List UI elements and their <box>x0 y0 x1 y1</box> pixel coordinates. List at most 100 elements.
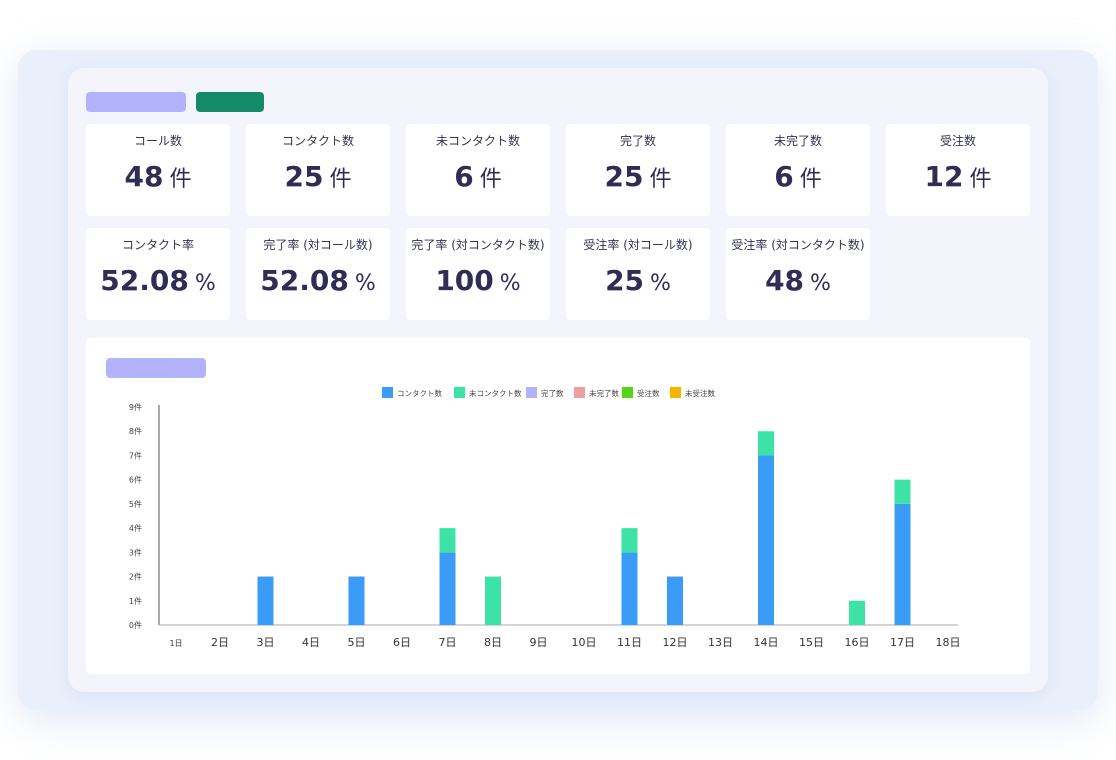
stat-unit: % <box>354 271 376 296</box>
stat-card-order-rate-calls: 受注率 (対コール数) 25% <box>566 228 710 320</box>
stat-unit: 件 <box>799 167 822 192</box>
action-button-placeholder[interactable] <box>196 92 264 112</box>
legend-swatch[interactable] <box>454 387 465 398</box>
stat-card-contact-rate: コンタクト率 52.08% <box>86 228 230 320</box>
y-tick-label: 3件 <box>129 547 142 557</box>
bar-segment[interactable] <box>758 455 774 625</box>
stat-label: コンタクト率 <box>121 238 194 252</box>
x-tick-label: 9日 <box>530 636 548 649</box>
bar-segment[interactable] <box>894 503 911 625</box>
x-tick-label: 13日 <box>708 636 733 649</box>
legend-swatch[interactable] <box>622 387 633 398</box>
x-tick-label: 7日 <box>439 636 457 649</box>
y-tick-label: 6件 <box>129 475 142 485</box>
legend-label[interactable]: コンタクト数 <box>397 388 442 398</box>
x-tick-label: 1日 <box>169 639 182 648</box>
stat-value: 6 <box>454 160 474 193</box>
x-tick-label: 11日 <box>617 636 642 649</box>
stat-value: 12 <box>924 160 964 193</box>
stat-label: 未完了数 <box>773 134 822 148</box>
x-tick-label: 16日 <box>845 636 870 649</box>
bar-segment[interactable] <box>257 576 274 625</box>
y-tick-label: 0件 <box>129 620 142 630</box>
stat-unit: % <box>650 271 671 296</box>
legend-swatch[interactable] <box>382 387 393 398</box>
stat-label: 完了率 (対コール数) <box>263 238 373 252</box>
legend-label[interactable]: 受注数 <box>637 388 660 398</box>
stat-card-order-rate-contacts: 受注率 (対コンタクト数) 48% <box>726 228 870 320</box>
stat-unit: 件 <box>649 167 672 192</box>
stat-unit: 件 <box>479 167 502 192</box>
bar-segment[interactable] <box>667 576 683 625</box>
x-tick-label: 5日 <box>348 636 366 649</box>
x-tick-label: 6日 <box>393 636 411 649</box>
legend-label[interactable]: 未受注数 <box>685 388 715 398</box>
bar-segment[interactable] <box>758 431 774 456</box>
stat-label: コンタクト数 <box>281 134 354 148</box>
stat-value: 48 <box>124 160 164 193</box>
legend-swatch[interactable] <box>574 387 585 398</box>
x-tick-label: 15日 <box>799 636 824 649</box>
x-tick-label: 12日 <box>663 636 688 649</box>
y-tick-label: 2件 <box>129 572 142 582</box>
stat-label: 受注率 (対コール数) <box>583 238 693 252</box>
bar-segment[interactable] <box>348 576 365 625</box>
stat-card-completion-rate-contacts: 完了率 (対コンタクト数) 100% <box>406 228 550 320</box>
bar-segment[interactable] <box>621 552 638 625</box>
bar-segment[interactable] <box>894 479 911 504</box>
x-tick-label: 8日 <box>484 636 502 649</box>
stat-value: 25 <box>284 160 324 193</box>
stat-value: 100 <box>435 264 494 297</box>
stat-card-completion-rate-calls: 完了率 (対コール数) 52.08% <box>246 228 390 320</box>
legend-label[interactable]: 完了数 <box>541 388 564 398</box>
bar-segment[interactable] <box>621 528 638 553</box>
stat-value: 52.08 <box>260 264 349 297</box>
stat-unit: 件 <box>329 167 352 192</box>
stat-card-call-count: コール数 48 件 <box>86 124 230 216</box>
stat-card-contact-count: コンタクト数 25 件 <box>246 124 390 216</box>
x-tick-label: 10日 <box>572 636 597 649</box>
legend-label[interactable]: 未完了数 <box>589 388 619 398</box>
bar-segment[interactable] <box>849 600 865 625</box>
y-tick-label: 4件 <box>129 523 142 533</box>
x-tick-label: 17日 <box>890 636 915 649</box>
y-tick-label: 8件 <box>129 426 142 436</box>
stat-value: 48 <box>765 264 805 297</box>
x-axis: 1日 2日 3日 4日 5日 6日 7日 8日 9日 10日 11日 12日 13日 14日 15日 16日 1… <box>169 636 960 649</box>
x-tick-label: 4日 <box>302 636 320 649</box>
bar-segment[interactable] <box>485 576 501 625</box>
stat-label: 完了率 (対コンタクト数) <box>411 238 545 252</box>
stat-card-completed-count: 完了数 25 件 <box>566 124 710 216</box>
legend-swatch[interactable] <box>670 387 681 398</box>
chart-title-placeholder <box>106 358 206 378</box>
stat-unit: % <box>194 271 216 296</box>
stat-label: 完了数 <box>619 134 656 148</box>
stat-value: 25 <box>605 264 645 297</box>
y-tick-label: 1件 <box>129 596 142 606</box>
stat-unit: % <box>499 271 521 296</box>
stat-label: 受注数 <box>939 134 976 148</box>
stat-unit: 件 <box>169 167 192 192</box>
x-tick-label: 3日 <box>257 636 275 649</box>
daily-stacked-bar-chart: コンタクト数 未コンタクト数 完了数 未完了数 受注数 未受注数 0件 1件 2件 3件 4件 5件… <box>129 387 961 649</box>
y-tick-label: 9件 <box>129 402 142 412</box>
legend-label[interactable]: 未コンタクト数 <box>469 388 522 398</box>
chart-card <box>86 338 1030 674</box>
stat-value: 52.08 <box>100 264 189 297</box>
y-tick-label: 5件 <box>129 499 142 509</box>
y-tick-label: 7件 <box>129 450 142 460</box>
stat-unit: % <box>810 271 831 296</box>
stat-label: コール数 <box>133 134 182 148</box>
filter-tab-placeholder[interactable] <box>86 92 186 112</box>
stat-card-order-count: 受注数 12 件 <box>886 124 1030 216</box>
legend-swatch[interactable] <box>526 387 537 398</box>
bar-segment[interactable] <box>439 528 456 553</box>
x-tick-label: 14日 <box>754 636 779 649</box>
y-axis: 0件 1件 2件 3件 4件 5件 6件 7件 8件 9件 <box>129 402 958 630</box>
x-tick-label: 2日 <box>211 636 229 649</box>
stat-label: 受注率 (対コンタクト数) <box>731 238 865 252</box>
bar-segment[interactable] <box>439 552 456 625</box>
bar-group <box>257 431 911 625</box>
